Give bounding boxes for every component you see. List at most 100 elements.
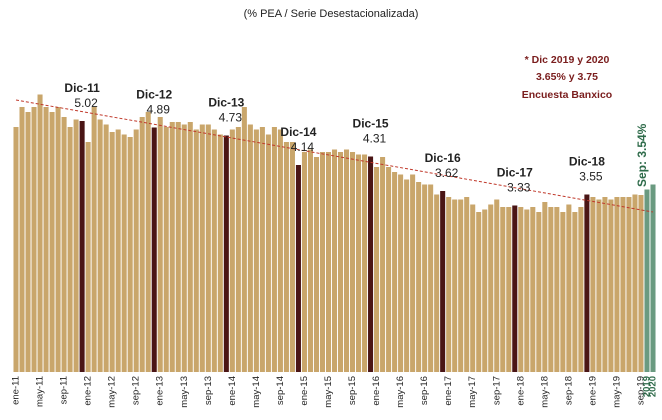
trend-line: [15, 99, 654, 213]
bar: [428, 184, 434, 372]
annotation-label: Dic-16: [425, 151, 461, 165]
bar: [205, 124, 211, 372]
bar: [638, 195, 644, 372]
bar: [235, 127, 241, 372]
bar: [211, 129, 217, 372]
x-tick-label: ene-14: [227, 376, 238, 406]
bar: [43, 107, 49, 372]
bar: [404, 179, 410, 372]
bar: [536, 212, 542, 372]
bar: [410, 174, 416, 372]
bar: [530, 207, 536, 372]
bar: [374, 167, 380, 372]
bar: [590, 197, 596, 372]
x-tick-label: may-16: [395, 376, 406, 408]
bar: [542, 202, 548, 372]
bar: [181, 124, 187, 372]
bar: [446, 197, 452, 372]
x-tick-label: sep-14: [275, 376, 286, 405]
bar: [337, 152, 344, 372]
x-tick-label: ene-12: [83, 376, 94, 406]
bar: [241, 107, 247, 372]
bar: [368, 156, 374, 372]
x-tick-label: sep-13: [203, 376, 214, 405]
bar: [79, 121, 85, 372]
bar: [307, 149, 313, 372]
bar: [169, 122, 175, 372]
bar: [19, 107, 25, 372]
bar: [187, 122, 193, 372]
bar: [434, 194, 440, 372]
bar: [470, 204, 476, 372]
bar: [392, 172, 398, 372]
bar: [350, 152, 356, 372]
bar: [301, 152, 307, 372]
bar: [362, 154, 368, 372]
bar: [524, 209, 530, 372]
bar: [584, 194, 590, 372]
bar: [614, 197, 620, 372]
bar: [133, 129, 139, 372]
bar: [416, 182, 422, 372]
bar: [103, 124, 109, 372]
bar: [55, 107, 61, 372]
bar: [572, 212, 578, 372]
annotation-label: Dic-17: [497, 166, 533, 180]
chart-subtitle: (% PEA / Serie Desestacionalizada): [244, 8, 419, 20]
bar: [560, 212, 566, 372]
bar: [277, 129, 283, 372]
bar: [115, 129, 121, 372]
x-tick-label: 2019: [642, 376, 653, 397]
x-tick-label: may-18: [539, 376, 550, 408]
x-tick-label: sep-18: [563, 376, 574, 405]
bar: [253, 129, 259, 372]
bar: [67, 127, 73, 372]
bar: [121, 134, 127, 372]
bar: [73, 119, 79, 372]
bar: [127, 137, 133, 372]
bar: [325, 152, 332, 372]
bar: [464, 197, 470, 372]
bar: [488, 204, 494, 372]
data-label: 3.62: [435, 166, 459, 180]
bar: [313, 157, 319, 372]
data-label: 4.14: [291, 140, 315, 154]
annotation-label: Dic-15: [353, 117, 389, 131]
x-tick-label: sep-19: [635, 376, 646, 405]
bar: [452, 199, 458, 372]
bar: [386, 167, 392, 372]
x-tick-label: may-19: [611, 376, 622, 408]
bar: [13, 127, 19, 372]
bar: [494, 199, 500, 372]
data-label: 4.31: [363, 132, 387, 146]
bar: [145, 112, 151, 372]
bar: [554, 207, 560, 372]
bar: [343, 149, 350, 372]
data-label: 4.73: [219, 111, 243, 125]
bar: [626, 197, 632, 372]
bar: [596, 199, 602, 372]
bar: [283, 142, 289, 372]
bar: [37, 94, 43, 372]
x-tick-label: may-12: [107, 376, 118, 408]
bar: [356, 154, 362, 372]
x-tick-label: ene-17: [443, 376, 454, 406]
bar: [632, 194, 638, 372]
x-tick-label: ene-15: [299, 376, 310, 406]
bar: [620, 197, 626, 372]
bar: [289, 142, 295, 372]
x-tick-label: may-13: [179, 376, 190, 408]
bar: [97, 119, 103, 372]
x-tick-label: ene-13: [155, 376, 166, 406]
annotation-label: Dic-11: [64, 81, 100, 95]
bar: [265, 134, 271, 372]
bar: [175, 122, 181, 372]
bar: [331, 149, 338, 372]
data-label: 3.55: [579, 170, 603, 184]
bar: [398, 174, 404, 372]
bar: [380, 157, 386, 372]
x-tick-label: ene-19: [587, 376, 598, 406]
bar: [139, 117, 145, 372]
x-tick-label: sep-12: [131, 376, 142, 405]
